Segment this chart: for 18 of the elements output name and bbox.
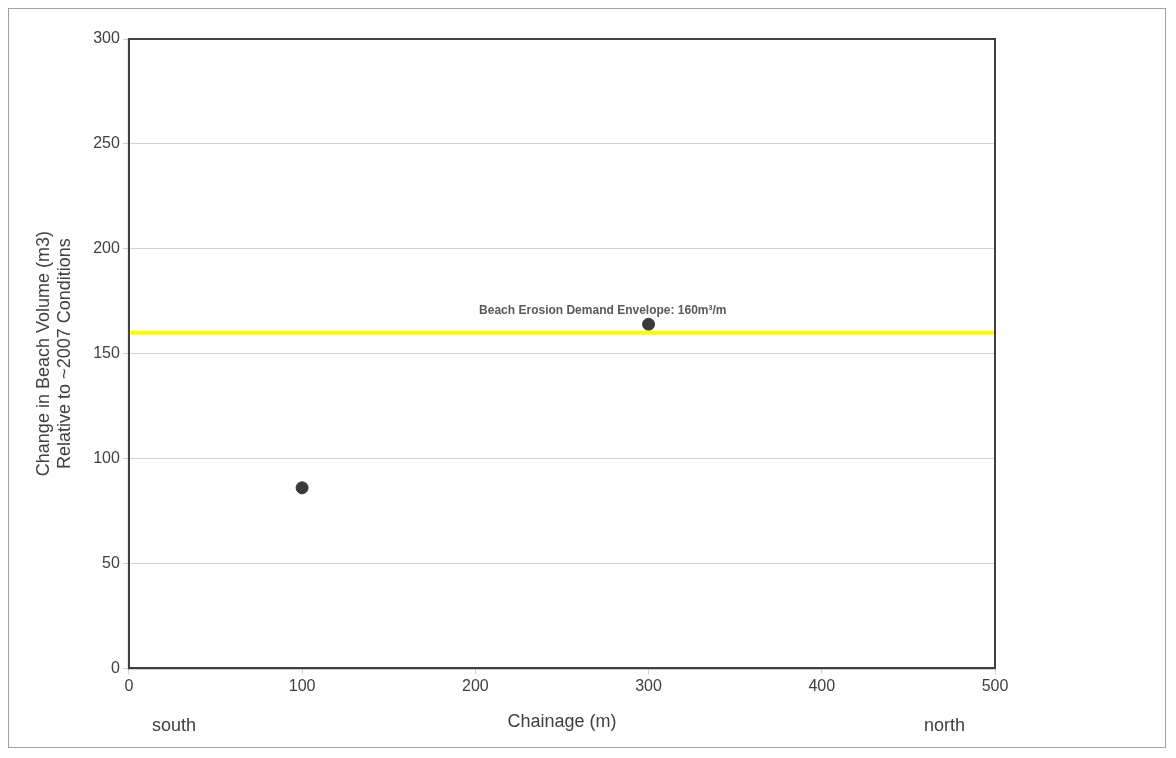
x-tick-label: 0 (124, 677, 134, 695)
y-tick-label: 50 (102, 553, 120, 571)
x-tick-label: 300 (635, 677, 662, 695)
x-tick-label: 200 (461, 677, 489, 695)
x-tick-label: 100 (288, 677, 316, 695)
y-tick-label: 100 (93, 448, 120, 466)
y-axis-title: Change in Beach Volume (m3) Relative to ~2007 Conditions (32, 231, 75, 477)
x-tick-label: 500 (981, 677, 1009, 695)
y-tick-label: 150 (93, 344, 120, 362)
y-tick-label: 300 (93, 29, 120, 47)
x-axis-title: Chainage (m) (507, 711, 617, 732)
y-tick-label: 200 (93, 239, 120, 257)
y-tick-label: 250 (93, 134, 120, 152)
y-tick-label: 0 (110, 658, 120, 676)
text: north (923, 715, 965, 736)
ref-line-label: Beach Erosion Demand Envelope: 160m³/m (479, 302, 727, 317)
x-tick-label: 400 (808, 677, 836, 695)
text: south (151, 715, 196, 736)
